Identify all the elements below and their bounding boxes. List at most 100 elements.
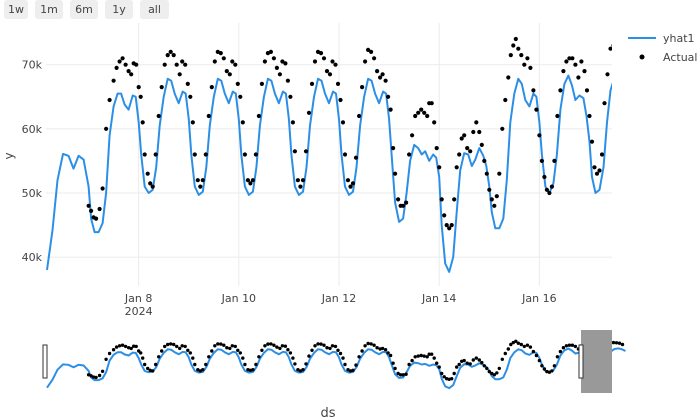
x-tick-label: Jan 14 [421, 292, 456, 305]
actual-point [242, 152, 247, 157]
range-slider-point [225, 346, 229, 350]
actual-point [94, 216, 99, 221]
range-slider-point [100, 369, 105, 373]
actual-point [427, 101, 432, 106]
range-slider-point [608, 341, 613, 345]
range-slider-point [301, 368, 305, 372]
range-slider-point [576, 347, 581, 351]
range-slider-point [143, 362, 147, 367]
actual-point [492, 203, 497, 208]
actual-point [268, 49, 273, 55]
actual-point [605, 72, 610, 77]
actual-point [221, 56, 226, 61]
range-slider-point [477, 358, 481, 362]
actual-point [104, 126, 109, 131]
range-button-1w[interactable]: 1w [4, 0, 28, 19]
range-button-all[interactable]: all [140, 0, 169, 19]
range-slider-point [537, 358, 542, 363]
y-tick-label: 40k [22, 251, 43, 264]
grid [46, 23, 612, 286]
actual-point [265, 51, 270, 56]
range-slider-point [450, 377, 454, 381]
range-slider-handle-left[interactable] [42, 344, 48, 379]
actual-point [465, 146, 470, 151]
actual-point [153, 152, 158, 157]
range-slider-point [404, 372, 408, 376]
actual-point [396, 197, 401, 202]
range-slider-point [555, 355, 560, 359]
actual-point [479, 142, 484, 147]
actual-point [259, 81, 264, 86]
range-slider-point [547, 370, 552, 374]
actual-point [212, 59, 217, 64]
range-slider-point [111, 348, 116, 352]
range-slider-point [383, 348, 388, 352]
actual-point [165, 53, 170, 58]
actual-point [185, 81, 190, 86]
actual-point [89, 208, 94, 213]
actual-point [413, 113, 418, 119]
actual-point [482, 158, 487, 163]
range-slider-point [257, 355, 261, 359]
range-button-1m[interactable]: 1m [35, 0, 63, 19]
range-slider-point [154, 362, 158, 367]
actual-point [457, 152, 462, 157]
range-slider-point [148, 368, 152, 372]
actual-point [564, 59, 569, 64]
range-slider-point [260, 348, 264, 352]
range-slider-point [351, 368, 355, 372]
actual-point [224, 69, 229, 74]
actual-point [366, 47, 371, 53]
range-slider-point [348, 369, 353, 373]
actual-point [188, 94, 193, 99]
actual-point [561, 69, 566, 74]
range-slider-point [183, 344, 187, 349]
actual-point [410, 133, 415, 138]
plot-marks [46, 36, 612, 273]
range-button-6m[interactable]: 6m [70, 0, 98, 19]
actual-point [295, 178, 300, 183]
actual-point [306, 110, 312, 115]
range-slider-point [455, 365, 459, 369]
range-slider-point [550, 369, 554, 373]
range-slider-point [503, 351, 507, 356]
range-slider-point [480, 360, 484, 365]
range-slider-point [514, 339, 518, 343]
actual-point [599, 152, 605, 157]
x-tick-label: Jan 16 [521, 292, 556, 305]
range-slider-point [369, 342, 373, 346]
actual-point [215, 49, 220, 55]
actual-point [315, 49, 321, 55]
range-slider-point [445, 377, 449, 381]
range-slider-point [230, 344, 234, 348]
actual-point [253, 152, 258, 157]
range-slider-point [322, 343, 326, 347]
range-slider-point [611, 340, 616, 345]
range-slider-point [490, 371, 494, 376]
actual-point [608, 46, 612, 51]
actual-point [511, 43, 516, 48]
actual-point [579, 59, 584, 64]
range-slider-point [104, 357, 108, 361]
actual-point [416, 110, 421, 115]
x-tick-label: Jan 12 [321, 292, 356, 305]
actual-point [407, 152, 412, 157]
range-slider-handle-right[interactable] [578, 344, 584, 379]
range-button-1y[interactable]: 1y [105, 0, 133, 19]
range-slider[interactable] [42, 330, 626, 393]
range-slider-point [552, 364, 557, 368]
actual-point [353, 155, 359, 160]
actual-point [434, 146, 439, 151]
range-slider-point [597, 366, 602, 370]
actual-point [240, 120, 245, 125]
range-slider-point [141, 356, 145, 360]
actual-point [398, 203, 403, 208]
actual-point [107, 97, 112, 103]
actual-point [114, 65, 119, 70]
range-slider-point [432, 356, 436, 360]
range-slider-point [160, 349, 164, 353]
actual-point [589, 139, 595, 144]
actual-point [380, 72, 385, 77]
actual-point [190, 120, 195, 125]
range-slider-point [388, 353, 393, 358]
